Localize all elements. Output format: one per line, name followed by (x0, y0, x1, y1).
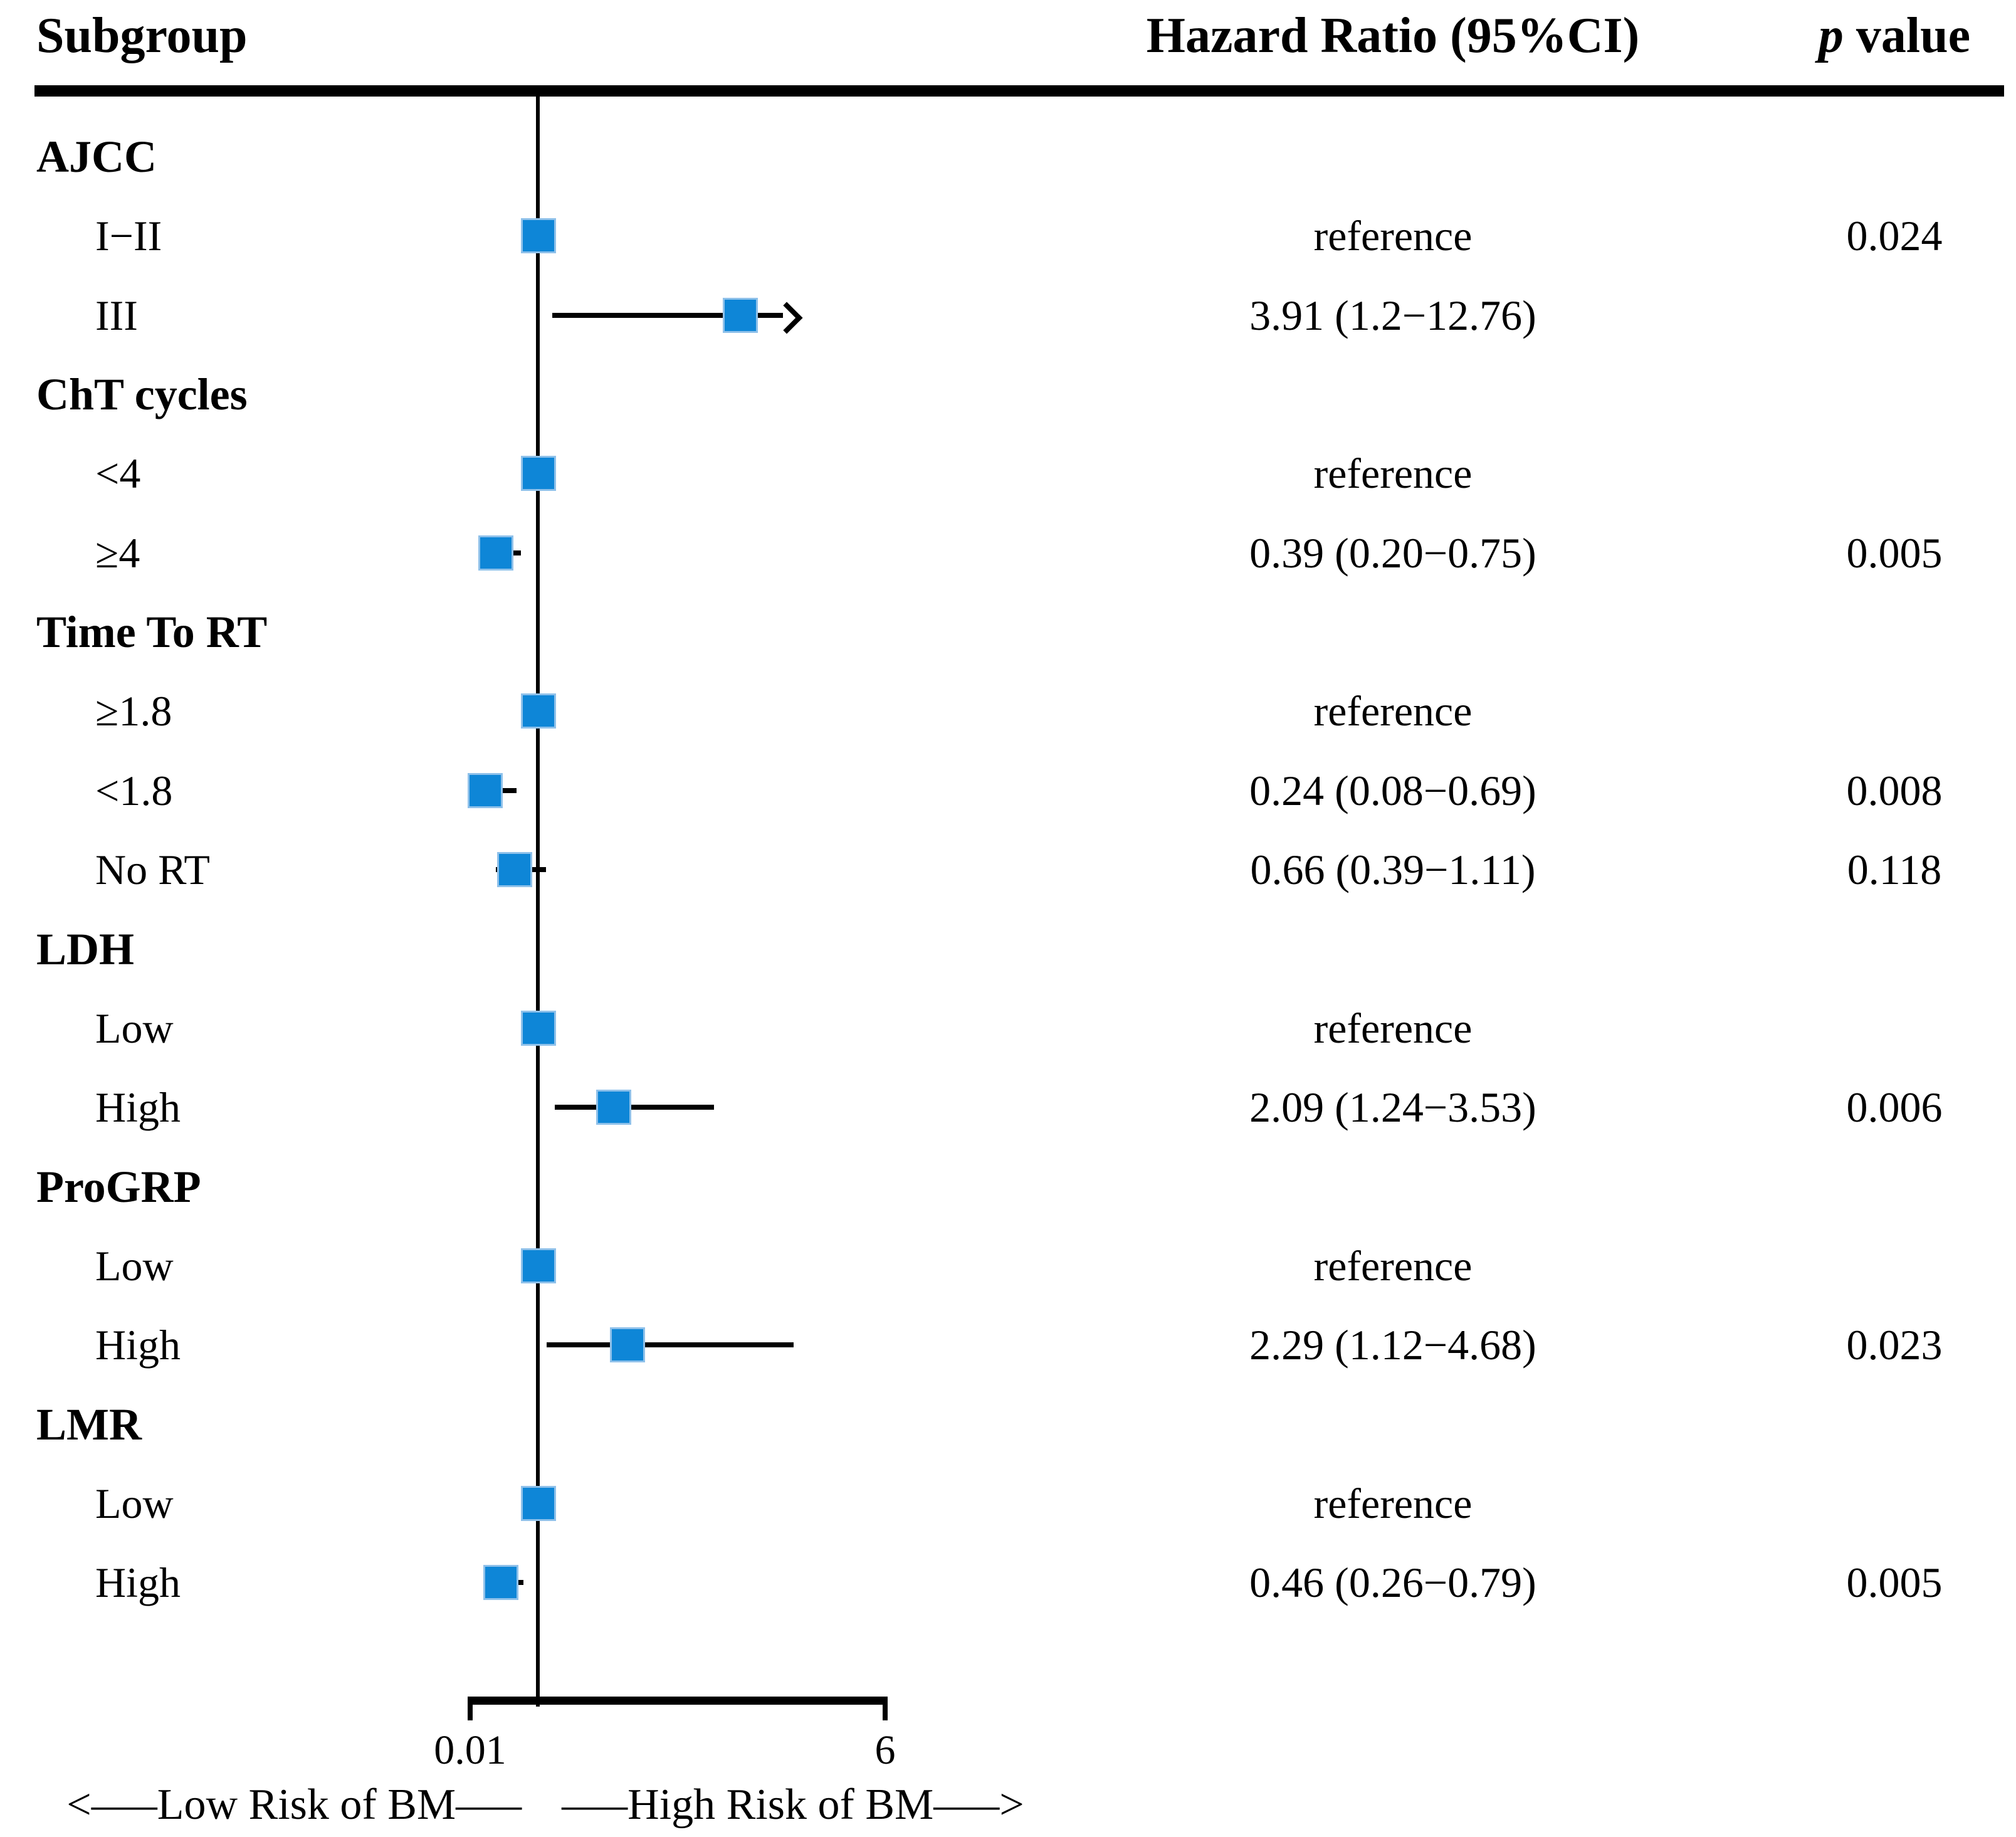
hazard-ratio-value: reference (1313, 687, 1473, 735)
row-label: No RT (95, 846, 210, 894)
ci-whisker (555, 1105, 714, 1110)
column-header-hazard-ratio: Hazard Ratio (95%CI) (1146, 8, 1640, 63)
marker-square (724, 299, 756, 331)
row-label: High (95, 1559, 181, 1607)
section-label: ProGRP (36, 1161, 201, 1212)
marker-square (480, 537, 512, 569)
marker-square (470, 774, 501, 806)
marker-square (498, 854, 530, 886)
x-axis-label-max: 6 (874, 1727, 896, 1773)
low-risk-arrow-label: <–––Low Risk of BM––– (66, 1781, 522, 1829)
marker-square (522, 220, 554, 252)
p-value: 0.008 (1846, 766, 1943, 814)
ci-arrow-icon (770, 302, 803, 334)
header-rule (34, 85, 2004, 97)
marker-square (522, 458, 554, 490)
hazard-ratio-value: reference (1313, 450, 1473, 498)
row-label: III (95, 291, 138, 339)
section-label: AJCC (36, 132, 157, 182)
p-value: 0.006 (1846, 1083, 1943, 1132)
marker-square (598, 1092, 630, 1124)
marker-square (522, 1250, 554, 1282)
ci-whisker (546, 1342, 794, 1348)
hazard-ratio-value: reference (1313, 212, 1473, 260)
row-label: High (95, 1083, 181, 1132)
row-label: <4 (95, 450, 141, 498)
column-header-subgroup: Subgroup (36, 8, 248, 63)
section-label: Time To RT (36, 607, 268, 658)
row-label: ≥1.8 (95, 687, 172, 735)
hazard-ratio-value: 0.24 (0.08−0.69) (1249, 766, 1536, 814)
hazard-ratio-value: 3.91 (1.2−12.76) (1249, 291, 1536, 339)
x-axis-line (468, 1697, 888, 1705)
risk-direction-labels: <–––Low Risk of BM––– –––High Risk of BM… (4, 1771, 1087, 1837)
hazard-ratio-value: 0.66 (0.39−1.11) (1250, 846, 1536, 894)
marker-square (485, 1567, 517, 1599)
hazard-ratio-value: 2.09 (1.24−3.53) (1249, 1083, 1536, 1132)
row-label: <1.8 (95, 766, 173, 814)
row-label: High (95, 1321, 181, 1369)
reference-line (536, 96, 540, 1707)
p-value: 0.023 (1846, 1321, 1943, 1369)
row-label: I−II (95, 212, 162, 260)
column-header-p-value: p value (1769, 0, 2016, 71)
high-risk-arrow-label: –––High Risk of BM–––> (562, 1781, 1024, 1829)
x-axis-tick-max (883, 1697, 888, 1720)
marker-square (522, 1012, 554, 1044)
p-value: 0.005 (1846, 529, 1943, 577)
marker-square (522, 695, 554, 727)
section-label: LMR (36, 1399, 142, 1450)
row-label: Low (95, 1004, 174, 1052)
hazard-ratio-value: reference (1313, 1004, 1473, 1052)
section-label: LDH (36, 924, 135, 974)
hazard-ratio-value: reference (1313, 1479, 1473, 1527)
row-label: Low (95, 1241, 174, 1290)
section-label: ChT cycles (36, 369, 248, 420)
row-label: Low (95, 1479, 174, 1527)
x-axis-label-min: 0.01 (434, 1727, 507, 1773)
p-value: 0.024 (1846, 212, 1943, 260)
p-value: 0.005 (1846, 1559, 1943, 1607)
ci-whisker (552, 312, 783, 318)
p-value: 0.118 (1847, 846, 1942, 894)
marker-square (522, 1487, 554, 1519)
row-label: ≥4 (95, 529, 140, 577)
hazard-ratio-value: 0.39 (0.20−0.75) (1249, 529, 1536, 577)
marker-square (612, 1329, 644, 1361)
hazard-ratio-value: reference (1313, 1241, 1473, 1290)
x-axis-tick-min (468, 1697, 473, 1720)
p-value-rest: value (1843, 8, 1971, 63)
p-value-italic-p: p (1818, 8, 1844, 63)
hazard-ratio-value: 0.46 (0.26−0.79) (1249, 1559, 1536, 1607)
hazard-ratio-value: 2.29 (1.12−4.68) (1249, 1321, 1536, 1369)
